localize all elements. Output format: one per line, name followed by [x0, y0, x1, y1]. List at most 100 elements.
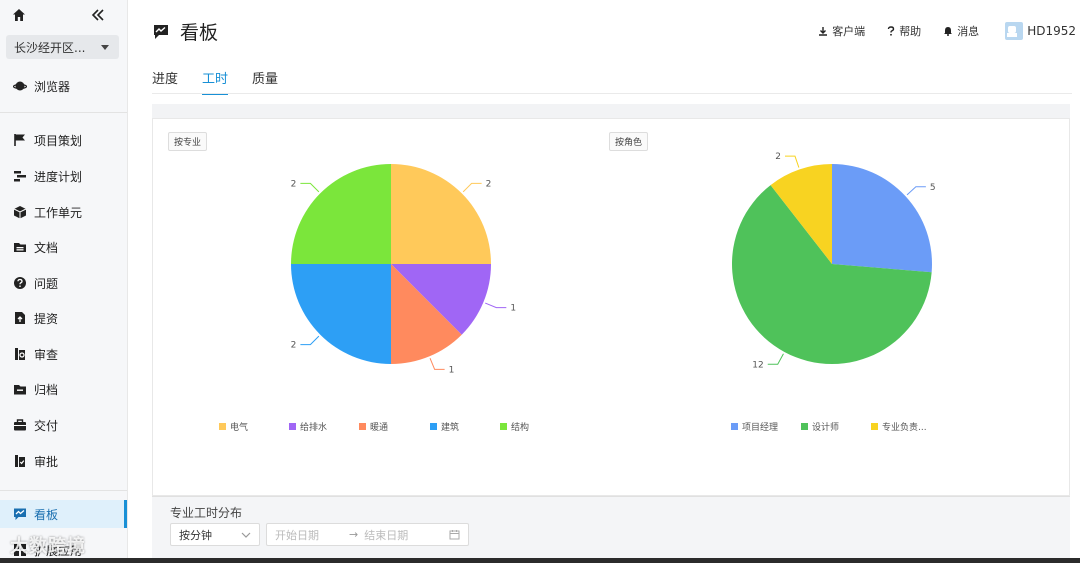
planet-icon — [13, 79, 27, 93]
cube-icon — [13, 205, 27, 219]
folder-icon — [13, 240, 27, 254]
sidebar-item-label: 归档 — [34, 382, 59, 397]
legend-swatch — [500, 423, 507, 430]
legend-item[interactable]: 电气 — [219, 421, 248, 433]
project-select[interactable]: 长沙经开区... — [6, 35, 119, 59]
archive-icon — [13, 382, 27, 396]
pie-data-label: 2 — [775, 152, 781, 162]
messages-label: 消息 — [957, 25, 980, 38]
help-button[interactable]: 帮助 — [887, 23, 921, 39]
legend-item[interactable]: 给排水 — [289, 421, 327, 433]
legend-item[interactable]: 建筑 — [430, 421, 459, 433]
pie-slice[interactable] — [291, 264, 391, 364]
start-date-input[interactable]: 开始日期 — [275, 528, 319, 542]
legend-item[interactable]: 设计师 — [801, 421, 839, 433]
sidebar-top — [0, 0, 127, 30]
dashboard-icon — [13, 507, 27, 521]
avatar — [1005, 22, 1024, 40]
legend-swatch — [430, 423, 437, 430]
sidebar-item-label: 项目策划 — [34, 133, 83, 148]
project-select-value: 长沙经开区... — [14, 40, 86, 55]
sidebar-item-apps[interactable]: 扩展应用 — [0, 536, 127, 563]
collapse-icon[interactable] — [91, 8, 105, 22]
legend-label: 项目经理 — [742, 421, 778, 433]
sidebar-item-dashboard[interactable]: 看板 — [0, 500, 127, 528]
legend-label: 设计师 — [812, 421, 839, 433]
pie-slice[interactable] — [832, 164, 932, 273]
tab-2[interactable]: 质量 — [252, 72, 279, 87]
tab-bar: 进度 工时 质量 — [152, 68, 302, 95]
client-label: 客户端 — [832, 25, 866, 38]
sidebar-item-label: 审查 — [34, 347, 59, 362]
legend-item[interactable]: 专业负责... — [871, 421, 927, 433]
sidebar-item-approve[interactable]: 审批 — [0, 447, 127, 475]
unit-select[interactable]: 按分钟 — [170, 523, 260, 546]
pie-slice[interactable] — [391, 264, 462, 364]
unit-select-value: 按分钟 — [179, 528, 212, 542]
distribution-title: 专业工时分布 — [170, 506, 243, 520]
sidebar-item-label: 交付 — [34, 418, 59, 433]
apps-icon — [13, 543, 27, 557]
pie-slice[interactable] — [291, 164, 391, 264]
sidebar-item-folder[interactable]: 文档 — [0, 233, 127, 261]
pie-label-line — [906, 186, 926, 196]
dashboard-icon — [152, 23, 170, 41]
legend-label: 给排水 — [300, 421, 327, 433]
sidebar-item-cube[interactable]: 工作单元 — [0, 198, 127, 226]
pie-label-line — [429, 358, 445, 370]
legend-label: 电气 — [230, 421, 248, 433]
pie-slice[interactable] — [391, 264, 491, 335]
sidebar-item-review[interactable]: 审查 — [0, 340, 127, 368]
sidebar-item-briefcase[interactable]: 交付 — [0, 411, 127, 439]
sidebar-item-label: 进度计划 — [34, 169, 83, 184]
legend-item[interactable]: 结构 — [500, 421, 529, 433]
tab-0[interactable]: 进度 — [152, 72, 179, 87]
legend-item[interactable]: 暖通 — [359, 421, 388, 433]
chevron-down-icon — [241, 532, 251, 538]
chart-panel: 按专业 按角色 2 1 1 2 2 电气 给排水 暖通 建筑 结构 5 12 2 项目经理 设计师 专业负责.… — [152, 118, 1070, 496]
date-range-picker[interactable]: 开始日期 → 结束日期 — [266, 523, 469, 546]
legend-swatch — [731, 423, 738, 430]
sidebar-item-label: 扩展应用 — [34, 543, 83, 558]
legend-label: 专业负责... — [882, 421, 927, 433]
pie-data-label: 2 — [291, 179, 297, 189]
legend-swatch — [871, 423, 878, 430]
client-button[interactable]: 客户端 — [818, 23, 865, 39]
sidebar-item-question[interactable]: 问题 — [0, 269, 127, 297]
sidebar-item-upload-doc[interactable]: 提资 — [0, 304, 127, 332]
question-icon — [887, 26, 895, 36]
user-menu[interactable]: HD1952 — [1005, 22, 1076, 40]
pie-slice[interactable] — [770, 164, 832, 264]
pie-label-line — [300, 182, 320, 193]
legend-swatch — [219, 423, 226, 430]
tab-1[interactable]: 工时 — [202, 68, 229, 95]
pie-data-label: 2 — [486, 179, 492, 189]
chevron-down-icon — [101, 44, 109, 50]
pie-data-label: 12 — [752, 360, 763, 370]
pie-slice[interactable] — [391, 164, 491, 264]
end-date-input[interactable]: 结束日期 — [364, 528, 409, 542]
sidebar-item-archive[interactable]: 归档 — [0, 375, 127, 403]
pie-label-line — [300, 335, 320, 346]
legend-swatch — [289, 423, 296, 430]
sidebar-item-flag[interactable]: 项目策划 — [0, 126, 127, 154]
chart-tag-by-role: 按角色 — [609, 132, 649, 151]
pie-data-label: 1 — [510, 304, 516, 314]
pie-label-line — [462, 182, 482, 193]
sidebar-item-label: 问题 — [34, 276, 59, 291]
messages-button[interactable]: 消息 — [943, 23, 979, 39]
home-icon[interactable] — [12, 8, 26, 22]
sidebar: 长沙经开区... 浏览器 项目策划进度计划工作单元文档问题提资审查归档交付审批看… — [0, 0, 128, 563]
legend-swatch — [359, 423, 366, 430]
sidebar-item-browser[interactable]: 浏览器 — [0, 72, 127, 100]
pie-data-label: 2 — [291, 341, 297, 351]
tab-underline — [152, 93, 1072, 94]
sidebar-item-gantt[interactable]: 进度计划 — [0, 162, 127, 190]
legend-item[interactable]: 项目经理 — [731, 421, 778, 433]
pie-label-line — [767, 353, 784, 365]
review-icon — [13, 347, 27, 361]
legend-label: 建筑 — [441, 421, 459, 433]
pie-slice[interactable] — [732, 185, 932, 365]
calendar-icon — [449, 530, 460, 540]
